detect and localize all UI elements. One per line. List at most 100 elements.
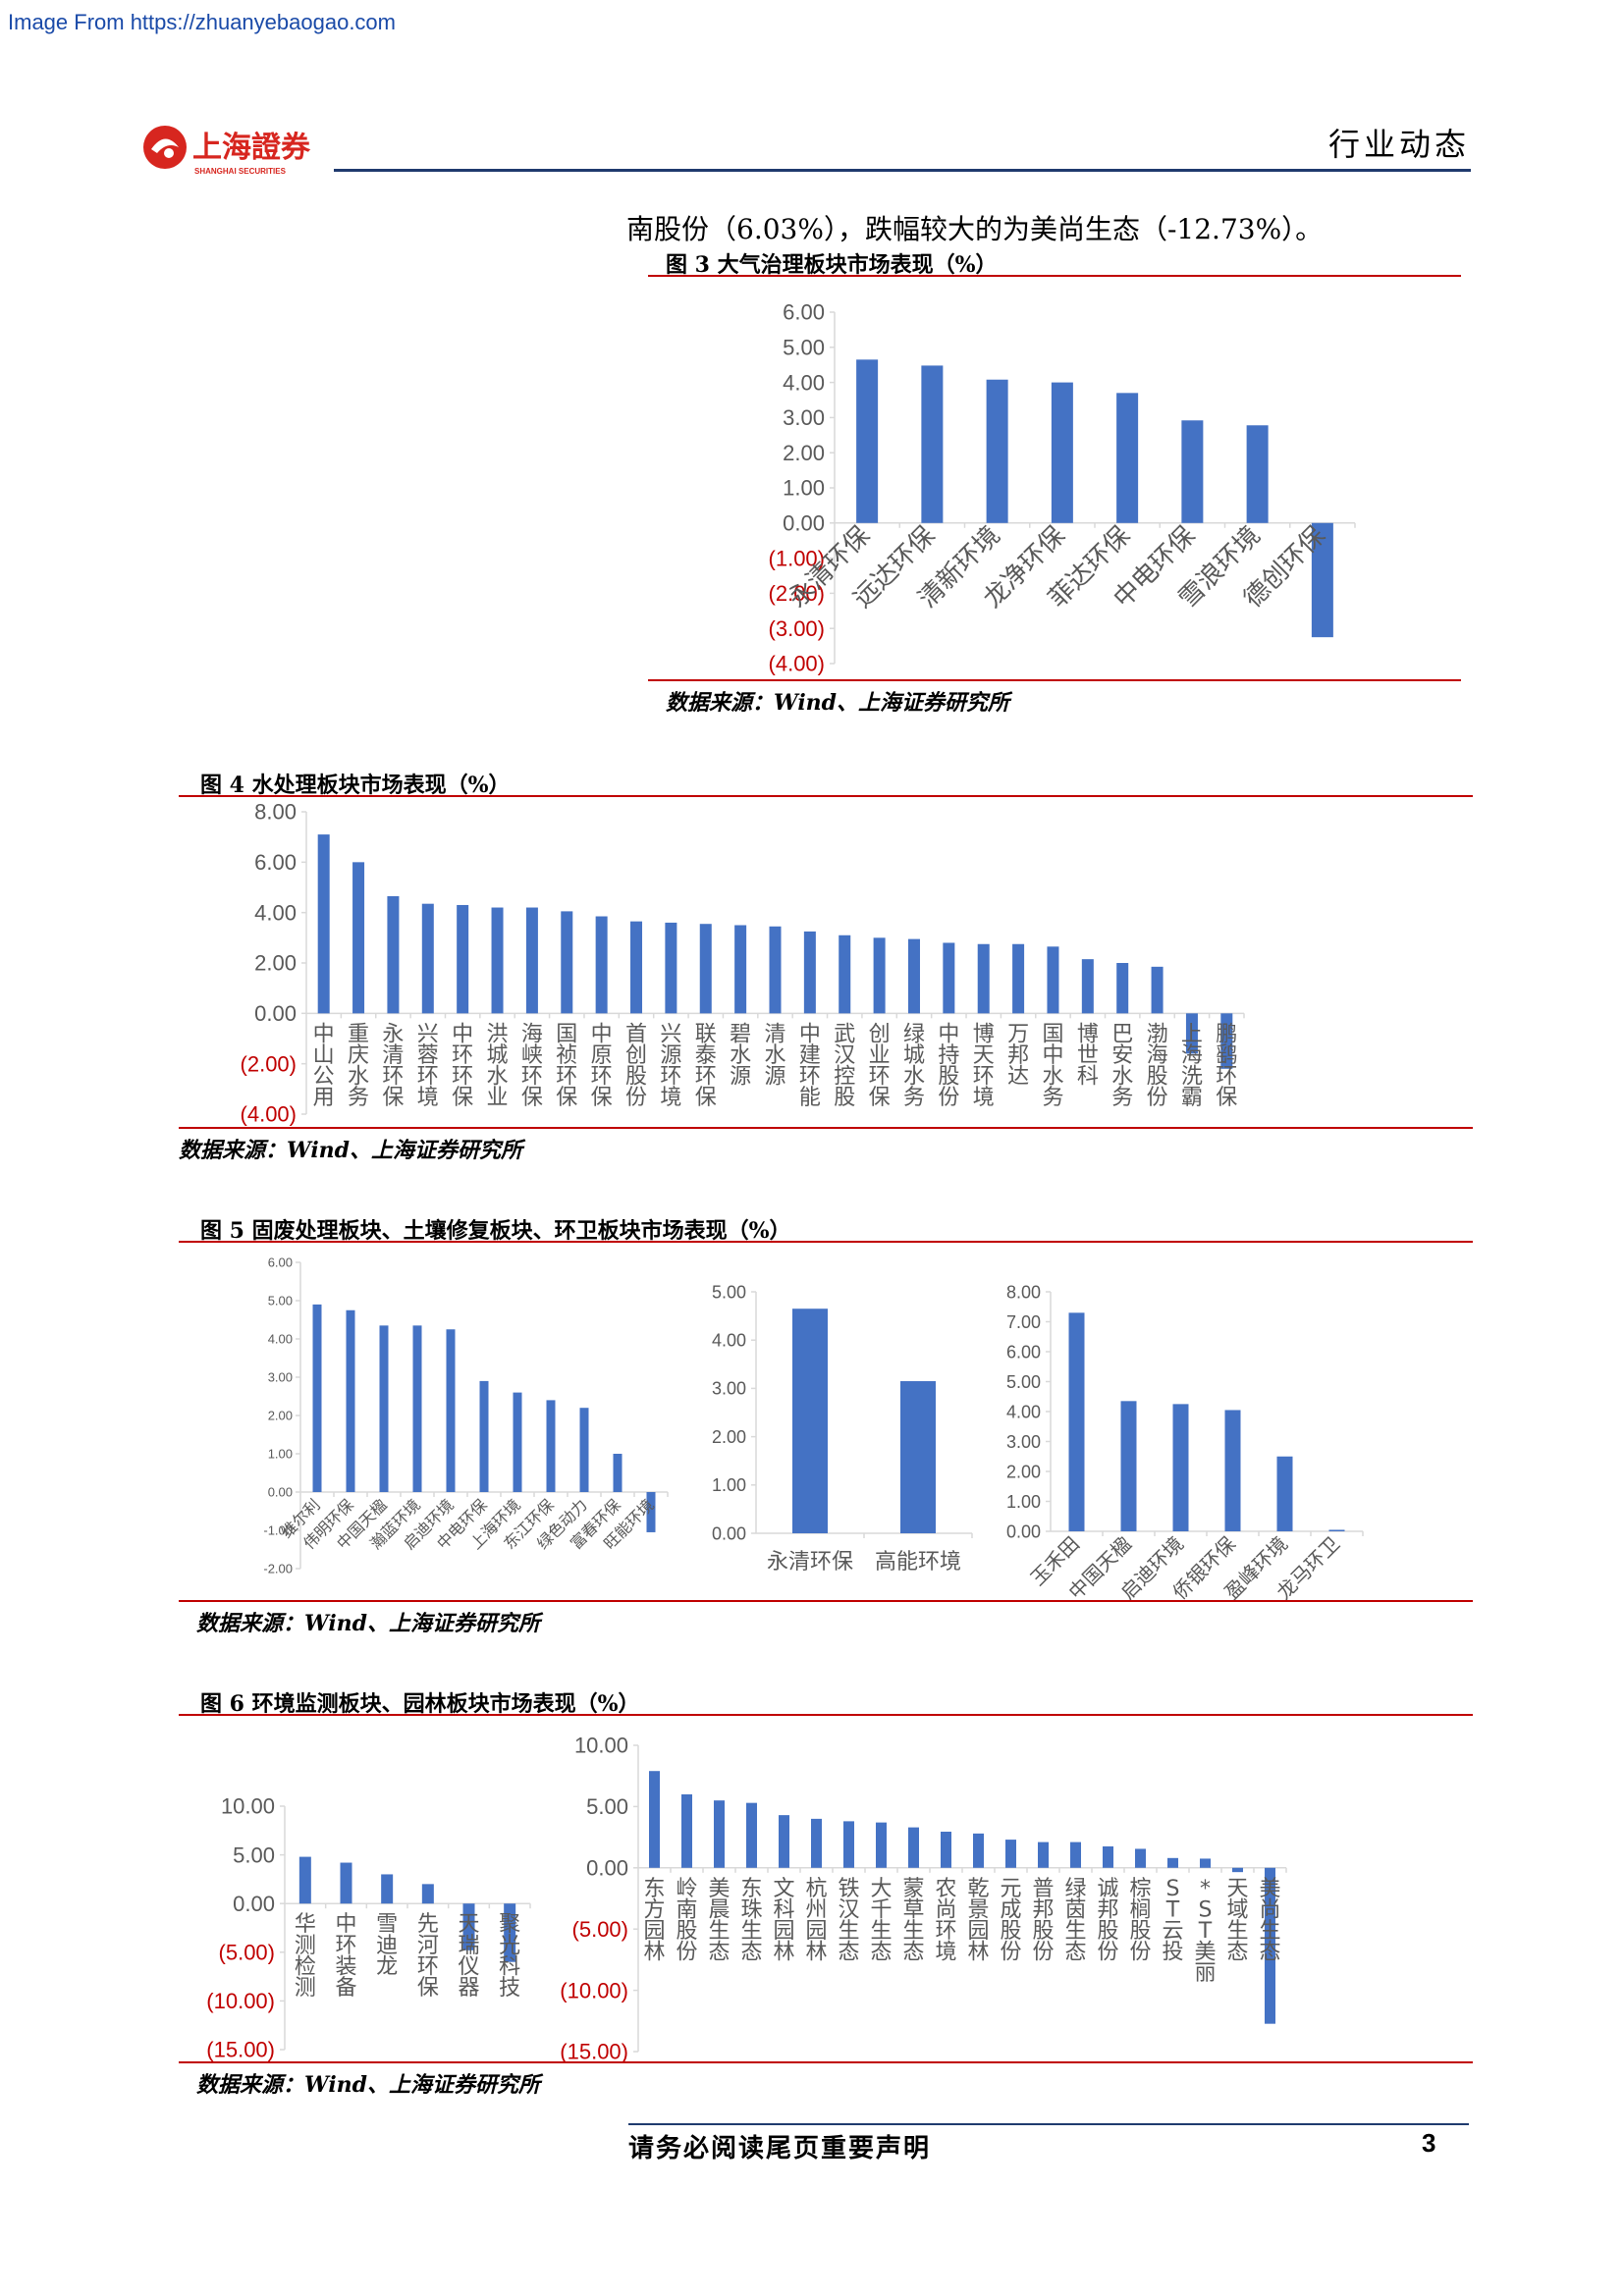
chart-water-treatment: 8.00 6.00 4.00 2.00 0.00 (2.00) (4.00) 中山公用重庆水务… (241, 800, 1245, 1127)
y-tick-label: (4.00) (769, 652, 825, 676)
bar (457, 904, 469, 1014)
figure-3-top-rule (648, 275, 1461, 277)
bar (613, 1454, 623, 1492)
y-tick-label: 3.00 (1006, 1432, 1041, 1452)
y-tick-label: 0.00 (233, 1892, 275, 1916)
bar (1181, 420, 1204, 523)
y-tick-label: 3.00 (268, 1370, 293, 1385)
y-tick-label: -1.00 (263, 1523, 293, 1538)
bar (1265, 1867, 1275, 2024)
bar (1116, 393, 1139, 523)
y-tick-label: 8.00 (254, 800, 297, 825)
category-label: 绿城水务 (903, 1022, 925, 1110)
bar (907, 938, 920, 1014)
y-tick-label: 10.00 (221, 1794, 275, 1819)
y-tick-label: 6.00 (783, 300, 825, 325)
source-url[interactable]: Image From https://zhuanyebaogao.com (8, 10, 396, 34)
bar (986, 379, 1008, 523)
header-rule (334, 169, 1471, 172)
category-label: 中环装备 (335, 1912, 356, 2001)
y-tick-label: 5.00 (783, 336, 825, 360)
y-tick-label: 0.00 (1006, 1522, 1041, 1541)
category-label: 兴蓉环境 (417, 1022, 439, 1110)
bar (317, 834, 330, 1014)
y-tick-label: (15.00) (560, 2040, 628, 2064)
y-tick-label: 6.00 (268, 1255, 293, 1270)
y-tick-label: 2.00 (268, 1409, 293, 1423)
category-label: 海峡环保 (521, 1022, 543, 1110)
category-label: 乾景园林 (967, 1877, 989, 1965)
bar (561, 911, 573, 1014)
category-label: 棕榈股份 (1129, 1877, 1151, 1965)
bar (446, 1329, 456, 1492)
category-label: 先河环保 (417, 1912, 439, 2001)
category-label: 铁汉生态 (838, 1877, 859, 1965)
category-label: 渤海股份 (1147, 1022, 1168, 1110)
figure-6-bottom-rule (179, 2061, 1473, 2063)
bar (352, 862, 365, 1014)
category-label: 碧水源 (730, 1022, 751, 1089)
category-label: 首创股份 (625, 1022, 647, 1110)
chart-solid-waste: 6.005.004.003.002.001.000.00-1.00-2.00维尔… (263, 1255, 669, 1576)
y-tick-label: 4.00 (783, 370, 825, 395)
y-tick-label: 2.00 (254, 951, 297, 976)
bar (491, 907, 504, 1014)
category-label: 清水源 (764, 1022, 785, 1089)
bar (421, 903, 434, 1014)
category-label: 永清环保 (767, 1550, 853, 1575)
y-tick-label: (15.00) (206, 2038, 275, 2062)
category-label: 联泰环保 (695, 1022, 717, 1110)
bar (1012, 943, 1025, 1014)
bar (1103, 1845, 1113, 1868)
bar (1185, 1013, 1198, 1054)
bar (973, 1833, 984, 1868)
y-tick-label: 0.00 (712, 1523, 746, 1543)
bar (312, 1304, 322, 1492)
y-tick-label: 4.00 (1006, 1402, 1041, 1421)
section-title: 行业动态 (1327, 126, 1470, 163)
chart-sanitation: 8.007.006.005.004.003.002.001.000.00玉禾田中… (1006, 1282, 1364, 1604)
bar (298, 1856, 311, 1904)
y-tick-label: 4.00 (712, 1331, 746, 1351)
category-label: 中持股份 (938, 1022, 959, 1110)
category-label: 农尚环境 (935, 1877, 956, 1965)
bar (943, 942, 955, 1014)
bar (1068, 1312, 1085, 1531)
y-tick-label: 6.00 (1006, 1342, 1041, 1362)
category-label: 大千生态 (870, 1877, 892, 1965)
figure-5-source: 数据来源：Wind、上海证券研究所 (196, 1611, 541, 1636)
logo-name-en: SHANGHAI SECURITIES (194, 167, 287, 176)
category-label: 杭州园林 (805, 1877, 827, 1965)
category-label: 诚邦股份 (1097, 1877, 1118, 1965)
bar (381, 1874, 394, 1904)
bar (941, 1831, 951, 1868)
bar (873, 937, 886, 1014)
category-label: 武汉控股 (834, 1022, 855, 1110)
page-number: 3 (1422, 2128, 1436, 2158)
bar (908, 1827, 919, 1868)
category-label: 东方园林 (643, 1877, 665, 1965)
category-label: 中建环能 (799, 1022, 821, 1110)
bar (977, 943, 990, 1014)
y-tick-label: 6.00 (254, 850, 297, 875)
bar (921, 365, 944, 523)
category-label: 岭南股份 (676, 1877, 697, 1965)
bar (792, 1308, 828, 1533)
bar (462, 1903, 475, 1950)
intro-text: 南股份（6.03%），跌幅较大的为美尚生态（-12.73%）。 (626, 213, 1324, 245)
bar (1224, 1410, 1241, 1531)
y-tick-label: (10.00) (560, 1978, 628, 2002)
category-label: 美尚生态 (1259, 1877, 1280, 1965)
chart-soil-remediation: 5.00 4.00 3.00 2.00 1.00 0.00 永清环保 高能环境 (712, 1282, 973, 1575)
bar (646, 1492, 656, 1532)
y-tick-label: 7.00 (1006, 1312, 1041, 1332)
y-tick-label: 5.00 (712, 1282, 746, 1302)
bar (546, 1400, 556, 1492)
category-label: 国中水务 (1042, 1022, 1063, 1110)
y-tick-label: 2.00 (783, 441, 825, 465)
bar (649, 1771, 660, 1868)
footer-rule (628, 2123, 1469, 2125)
bar (843, 1821, 854, 1868)
bar (595, 916, 608, 1014)
bar (1200, 1858, 1211, 1868)
